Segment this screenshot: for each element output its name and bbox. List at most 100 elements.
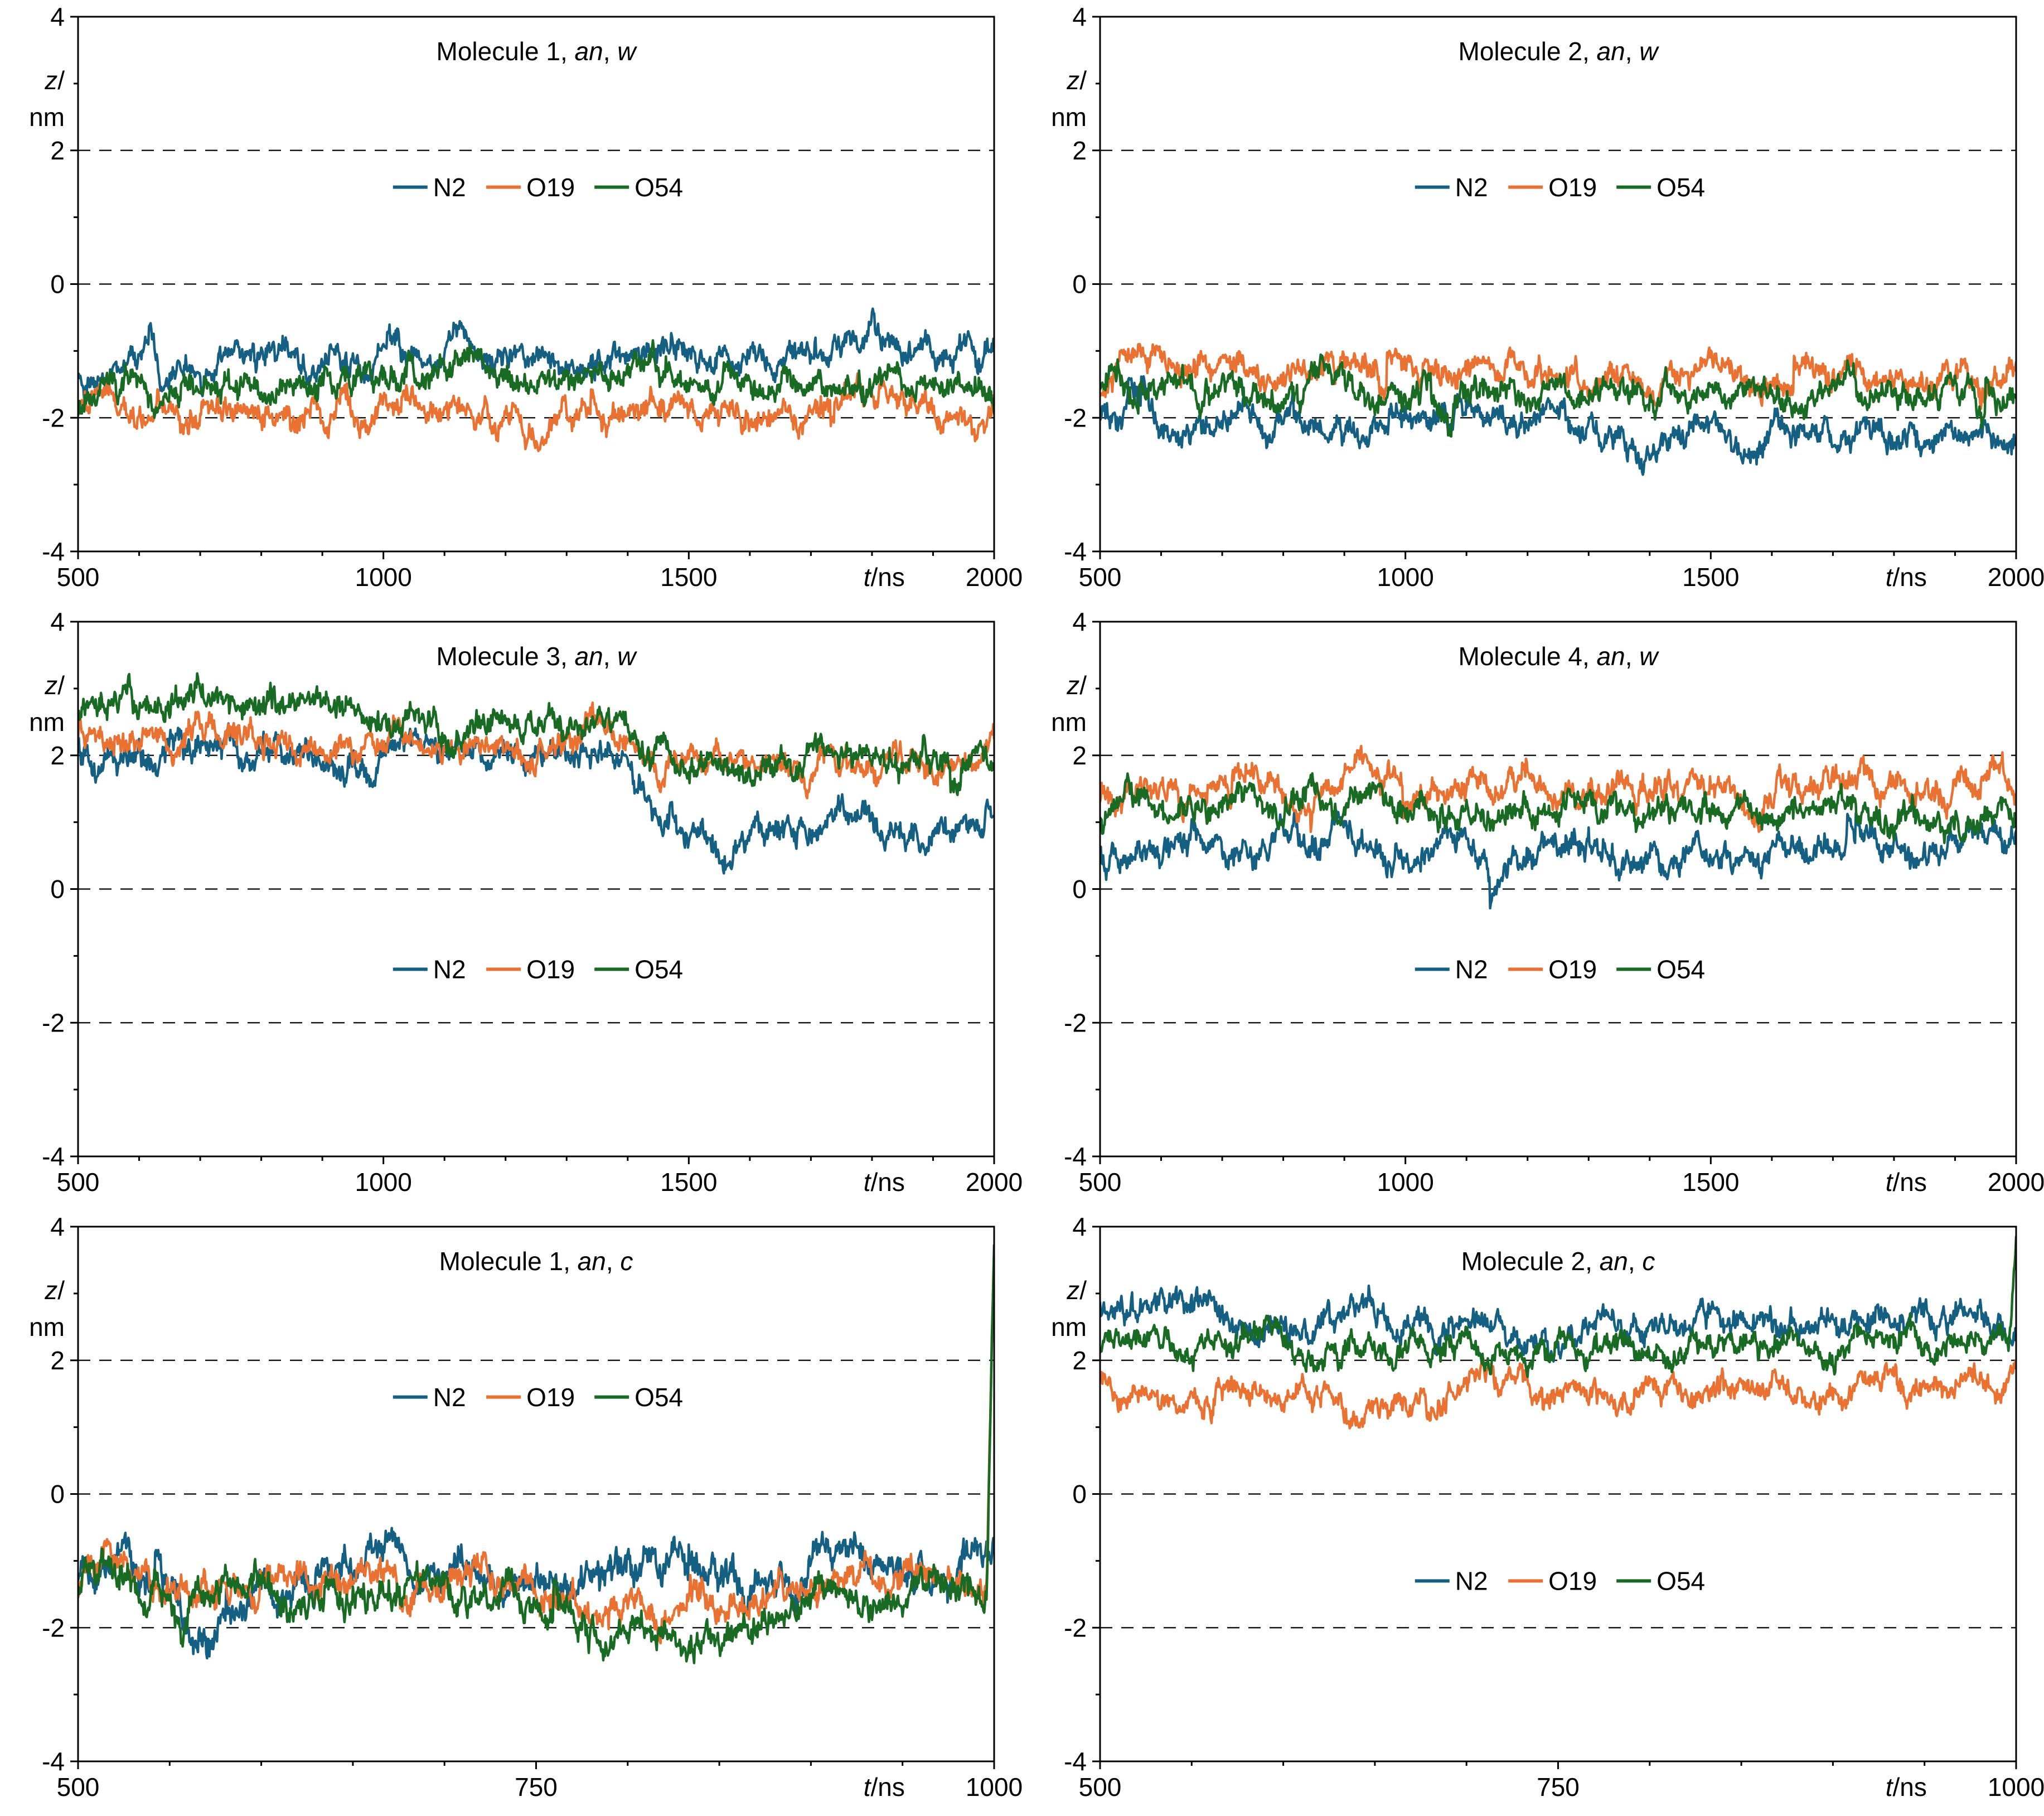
y-tick-label: 4 (50, 2, 65, 31)
legend: N2 O19 O54 (393, 955, 683, 984)
x-axis-label: t/ns (864, 563, 905, 592)
legend-label-O19: O19 (526, 1383, 575, 1412)
x-tick-label: 2000 (1988, 1168, 2044, 1197)
y-tick-label: 4 (50, 1212, 65, 1241)
legend-label-N2: N2 (433, 173, 466, 202)
legend-item-O19: O19 (1508, 955, 1597, 984)
series-line-O19 (78, 372, 994, 453)
series-group (78, 307, 994, 453)
legend-item-N2: N2 (393, 1383, 466, 1412)
chart-panel-4: 4 2 0 -2 -4 500 1000 1500 2000 z/nm t/ns Molecule 4… (1022, 605, 2044, 1210)
legend-label-O54: O54 (1656, 955, 1705, 984)
legend-item-O54: O54 (1616, 173, 1705, 202)
y-axis-label-line1: z/ (44, 1276, 65, 1305)
legend-item-O19: O19 (1508, 173, 1597, 202)
plot-border (77, 1226, 995, 1762)
y-tick-label: 4 (1072, 607, 1087, 636)
series-line-N2 (78, 307, 994, 402)
series-line-N2 (1100, 808, 2016, 910)
legend-label-N2: N2 (1455, 1566, 1488, 1595)
legend-item-O19: O19 (486, 1383, 575, 1412)
legend-label-N2: N2 (433, 955, 466, 984)
y-tick-label: 0 (1072, 270, 1087, 299)
legend-label-N2: N2 (1455, 173, 1488, 202)
y-tick-label: -2 (42, 1613, 65, 1642)
legend-label-N2: N2 (433, 1383, 466, 1412)
chart-panel-1: 4 2 0 -2 -4 500 1000 1500 2000 z/nm t/ns Molecule 1… (0, 0, 1022, 605)
series-line-O19 (78, 701, 994, 800)
legend: N2 O19 O54 (393, 1383, 683, 1412)
legend-item-N2: N2 (1415, 1566, 1488, 1595)
legend-item-N2: N2 (393, 955, 466, 984)
legend-label-O19: O19 (1548, 1566, 1597, 1595)
plot-border (1099, 1226, 2017, 1762)
plot-border (1099, 621, 2017, 1158)
y-tick-label: -4 (1064, 537, 1087, 566)
x-tick-label: 500 (57, 1168, 100, 1197)
y-tick-label: 0 (50, 270, 65, 299)
series-group (1100, 1235, 2016, 1430)
series-line-O19 (1100, 744, 2016, 834)
x-axis-label: t/ns (1886, 563, 1927, 592)
series-group (1100, 744, 2016, 910)
x-tick-label: 1500 (1682, 563, 1739, 592)
chart-title: Molecule 2, an, c (1461, 1247, 1655, 1276)
x-tick-label: 2000 (1988, 563, 2044, 592)
y-tick-label: -4 (1064, 1747, 1087, 1776)
chart-panel-3: 4 2 0 -2 -4 500 1000 1500 2000 z/nm t/ns Molecule 3… (0, 605, 1022, 1210)
legend: N2 O19 O54 (1415, 173, 1705, 202)
legend-item-O54: O54 (1616, 955, 1705, 984)
series-group (1100, 342, 2016, 476)
x-tick-label: 1500 (660, 563, 717, 592)
gridlines (78, 1359, 994, 1629)
y-tick-label: 2 (50, 741, 65, 770)
y-axis-label-line2: nm (29, 103, 65, 132)
series-line-O54 (1100, 1235, 2016, 1378)
legend-item-N2: N2 (1415, 173, 1488, 202)
legend-item-N2: N2 (1415, 955, 1488, 984)
x-tick-label: 1000 (355, 563, 411, 592)
y-tick-label: 0 (50, 1480, 65, 1509)
series-line-O54 (1100, 353, 2016, 438)
y-axis-label-line1: z/ (44, 66, 65, 95)
x-tick-label: 1000 (1377, 563, 1433, 592)
y-axis-label-line2: nm (1051, 708, 1087, 737)
series-group (78, 1243, 994, 1664)
legend-item-O54: O54 (594, 173, 683, 202)
legend-label-O54: O54 (634, 955, 683, 984)
x-axis-label: t/ns (864, 1168, 905, 1197)
x-tick-label: 2000 (966, 563, 1022, 592)
chart-title: Molecule 4, an, w (1459, 642, 1660, 671)
chart-title: Molecule 2, an, w (1459, 37, 1660, 66)
y-axis-label-line2: nm (1051, 1313, 1087, 1342)
series-group (78, 672, 994, 875)
legend: N2 O19 O54 (1415, 955, 1705, 984)
x-tick-label: 500 (1079, 563, 1122, 592)
y-tick-label: 0 (1072, 1480, 1087, 1509)
plot-border (77, 621, 995, 1158)
series-line-O54 (78, 1243, 994, 1664)
y-tick-label: -2 (42, 1008, 65, 1037)
chart-title: Molecule 3, an, w (437, 642, 638, 671)
y-tick-label: 0 (1072, 875, 1087, 904)
series-line-O54 (78, 672, 994, 796)
x-tick-label: 1000 (1377, 1168, 1433, 1197)
legend-label-O19: O19 (526, 955, 575, 984)
y-axis-label-line1: z/ (1066, 671, 1087, 700)
axis-ticks (1092, 16, 2017, 559)
plot-border (1099, 16, 2017, 553)
x-axis-label: t/ns (1886, 1168, 1927, 1197)
y-axis-label-line1: z/ (1066, 66, 1087, 95)
y-tick-label: 0 (50, 875, 65, 904)
y-tick-label: 2 (1072, 741, 1087, 770)
chart-title: Molecule 1, an, w (437, 37, 638, 66)
x-tick-label: 1000 (966, 1773, 1022, 1802)
y-tick-label: 4 (1072, 2, 1087, 31)
